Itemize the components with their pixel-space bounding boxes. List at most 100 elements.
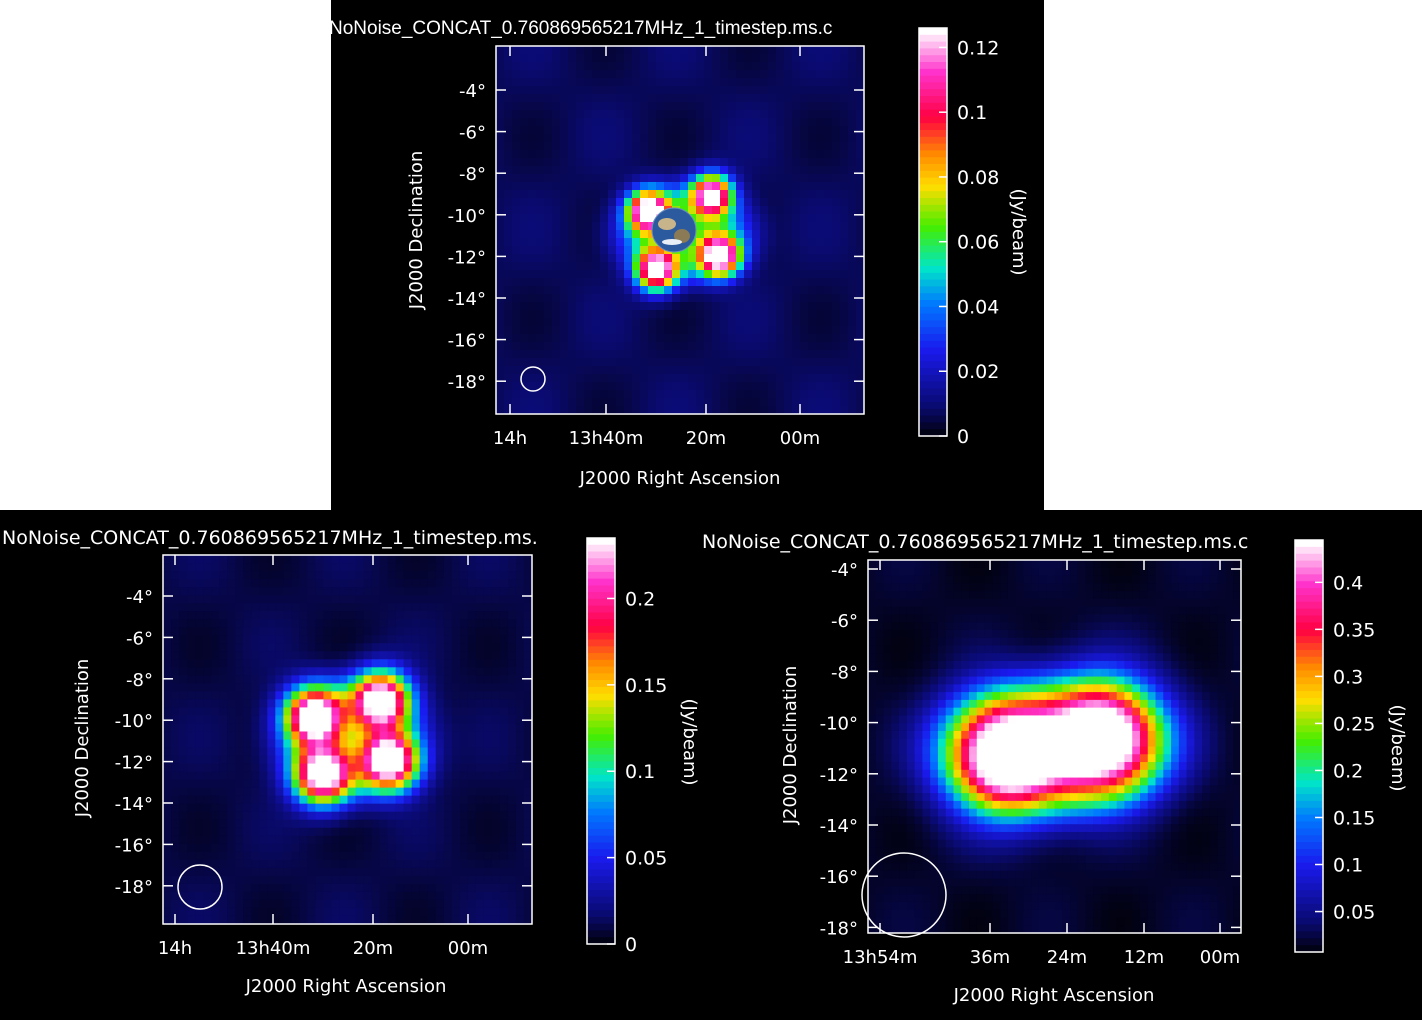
heatmap-cell [600, 286, 609, 295]
heatmap-cell [1194, 560, 1203, 569]
heatmap-cell [496, 70, 505, 79]
heatmap-cell [728, 94, 737, 103]
heatmap-cell [608, 342, 617, 351]
heatmap-cell [816, 182, 825, 191]
heatmap-cell [776, 334, 785, 343]
heatmap-cell [435, 707, 445, 716]
heatmap-cell [427, 787, 437, 797]
heatmap-cell [1147, 614, 1157, 623]
heatmap-cell [552, 238, 561, 247]
heatmap-cell [219, 851, 228, 861]
heatmap-cell [515, 651, 525, 660]
heatmap-cell [499, 811, 509, 821]
heatmap-cell [840, 286, 849, 295]
heatmap-cell [507, 683, 517, 692]
heatmap-cell [411, 867, 421, 877]
heatmap-cell [496, 262, 505, 271]
heatmap-cell [483, 595, 493, 604]
heatmap-cell [752, 158, 761, 167]
heatmap-cell [267, 723, 276, 732]
heatmap-cell [728, 358, 737, 367]
heatmap-cell [752, 390, 761, 399]
heatmap-cell [832, 238, 841, 247]
heatmap-cell [800, 382, 809, 391]
heatmap-cell [656, 126, 665, 135]
heatmap-cell [1108, 614, 1118, 623]
heatmap-cell [523, 811, 533, 821]
heatmap-cell [930, 575, 939, 584]
heatmap-cell [435, 579, 445, 588]
heatmap-cell [696, 350, 705, 359]
heatmap-cell [259, 731, 268, 740]
heatmap-cell [824, 214, 833, 223]
heatmap-cell [712, 406, 721, 415]
heatmap-cell [720, 262, 729, 271]
heatmap-cell [307, 747, 316, 757]
heatmap-cell [656, 310, 665, 319]
heatmap-cell [515, 787, 525, 797]
heatmap-cell [640, 302, 649, 311]
heatmap-cell [704, 206, 713, 215]
heatmap-cell [523, 627, 533, 636]
heatmap-cell [427, 771, 437, 781]
heatmap-cell [339, 803, 348, 813]
heatmap-cell [792, 70, 801, 79]
heatmap-cell [323, 779, 332, 789]
heatmap-cell [451, 899, 461, 909]
heatmap-cell [411, 579, 421, 588]
heatmap-cell [584, 78, 593, 87]
heatmap-cell [467, 723, 477, 732]
heatmap-cell [832, 198, 841, 207]
heatmap-cell [496, 286, 505, 295]
heatmap-cell [259, 571, 268, 580]
heatmap-cell [379, 643, 389, 652]
heatmap-cell [275, 739, 284, 749]
heatmap-cell [499, 755, 509, 765]
heatmap-cell [1093, 637, 1102, 646]
heatmap-cell [259, 691, 268, 700]
heatmap-cell [507, 851, 517, 861]
heatmap-cell [331, 715, 340, 724]
heatmap-cell [504, 238, 513, 247]
heatmap-cell [339, 579, 348, 588]
heatmap-cell [379, 579, 389, 588]
heatmap-cell [195, 899, 204, 909]
heatmap-cell [307, 707, 316, 716]
heatmap-cell [1132, 598, 1141, 608]
heatmap-cell [243, 563, 252, 572]
heatmap-cell [259, 835, 268, 845]
heatmap-cell [816, 118, 825, 127]
heatmap-cell [179, 731, 188, 740]
heatmap-cell [339, 667, 348, 676]
heatmap-cell [736, 262, 745, 271]
heatmap-cell [792, 174, 801, 183]
heatmap-cell [323, 595, 332, 604]
heatmap-cell [211, 915, 220, 925]
heatmap-cell [435, 771, 445, 781]
heatmap-cell [760, 158, 769, 167]
heatmap-cell [1000, 606, 1009, 615]
heatmap-cell [736, 118, 745, 127]
heatmap-cell [203, 659, 212, 668]
heatmap-cell [211, 571, 220, 580]
heatmap-cell [243, 691, 252, 700]
heatmap-cell [832, 46, 841, 55]
heatmap-cell [339, 707, 348, 716]
heatmap-cell [840, 270, 849, 279]
heatmap-cell [163, 803, 172, 813]
heatmap-cell [712, 262, 721, 271]
heatmap-cell [624, 190, 633, 199]
heatmap-cell [616, 54, 625, 63]
heatmap-cell [275, 571, 284, 580]
heatmap-cell [600, 358, 609, 367]
heatmap-cell [800, 70, 809, 79]
heatmap-cell [744, 70, 753, 79]
top-chart-svg: NoNoise_CONCAT_0.760869565217MHz_1_times… [331, 18, 1029, 489]
heatmap-cell [187, 819, 196, 829]
heatmap-cell [640, 254, 649, 263]
heatmap-cell [379, 659, 389, 668]
heatmap-cell [624, 350, 633, 359]
heatmap-cell [523, 875, 533, 885]
heatmap-cell [275, 699, 284, 708]
heatmap-cell [227, 883, 236, 893]
